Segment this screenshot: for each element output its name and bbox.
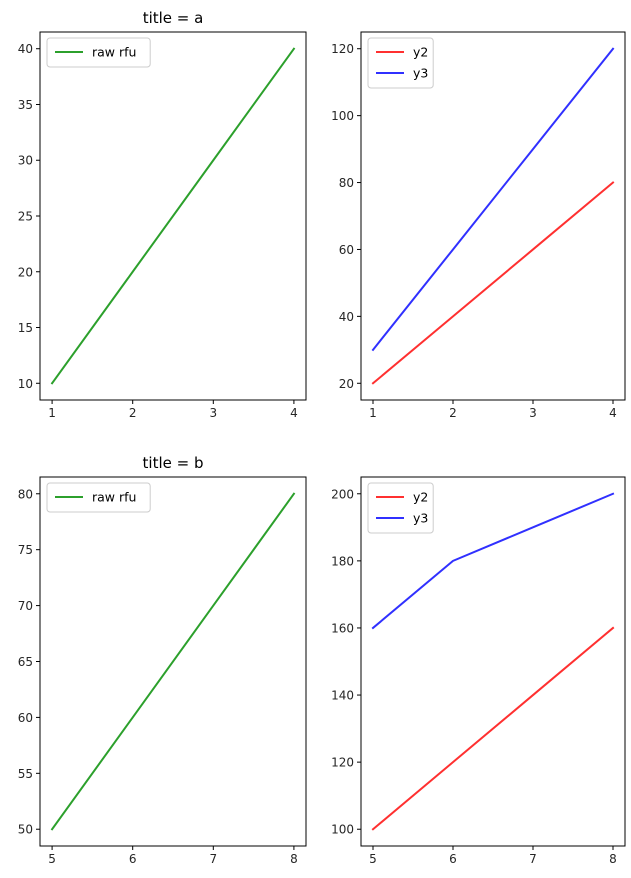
y-tick-label: 15: [18, 321, 33, 335]
y-tick-label: 55: [18, 767, 33, 781]
y-tick-label: 60: [18, 711, 33, 725]
y-tick-label: 120: [331, 756, 354, 770]
y-tick-label: 75: [18, 543, 33, 557]
legend-label: y2: [413, 490, 428, 505]
y-tick-label: 80: [18, 487, 33, 501]
x-tick-label: 7: [209, 852, 217, 866]
y-tick-label: 200: [331, 487, 354, 501]
y-tick-label: 160: [331, 621, 354, 635]
x-tick-label: 5: [48, 852, 56, 866]
x-tick-label: 5: [369, 852, 377, 866]
x-tick-label: 6: [129, 852, 137, 866]
legend-label: y3: [413, 511, 428, 526]
x-tick-label: 2: [129, 406, 137, 420]
subplot-3: 5 6 7 8 50 55 60 65 70 75 80 title = b raw rfu: [18, 454, 307, 866]
y-tick-label: 70: [18, 599, 33, 613]
legend-box: [367, 37, 434, 89]
y-tick-label: 80: [339, 176, 354, 190]
series-line-2: [371, 492, 615, 630]
series-line-1: [371, 181, 615, 385]
legend-label: y2: [413, 45, 428, 60]
legend: raw rfu: [46, 482, 151, 513]
axes-frame: [360, 476, 626, 847]
y-tick-label: 65: [18, 655, 33, 669]
y-tick-label: 40: [339, 310, 354, 324]
subplot-title: title = b: [143, 454, 204, 472]
y-tick-label: 100: [331, 109, 354, 123]
y-tick-label: 140: [331, 689, 354, 703]
plot-area: [50, 492, 296, 831]
y-tick-label: 180: [331, 554, 354, 568]
y-tick-label: 40: [18, 42, 33, 56]
plot-area: [371, 47, 615, 385]
legend-box: [46, 37, 151, 68]
series-line-1: [50, 47, 296, 385]
legend-box: [367, 482, 434, 534]
legend-label: raw rfu: [92, 490, 136, 505]
legend: raw rfu: [46, 37, 151, 68]
x-tick-label: 2: [449, 406, 457, 420]
legend-box: [46, 482, 151, 513]
x-tick-label: 3: [209, 406, 217, 420]
y-tick-label: 20: [339, 377, 354, 391]
x-tick-label: 8: [609, 852, 617, 866]
y-tick-label: 100: [331, 823, 354, 837]
plot-area: [50, 47, 296, 385]
x-tick-label: 8: [290, 852, 298, 866]
y-tick-label: 35: [18, 98, 33, 112]
x-tick-label: 1: [48, 406, 56, 420]
y-tick-label: 20: [18, 265, 33, 279]
x-tick-label: 1: [369, 406, 377, 420]
y-tick-label: 120: [331, 42, 354, 56]
series-line-1: [371, 626, 615, 831]
x-tick-label: 6: [449, 852, 457, 866]
y-tick-label: 10: [18, 377, 33, 391]
x-tick-label: 4: [290, 406, 298, 420]
subplot-title: title = a: [143, 9, 204, 27]
x-tick-label: 3: [529, 406, 537, 420]
y-tick-label: 30: [18, 154, 33, 168]
series-line-1: [50, 492, 296, 831]
x-tick-label: 7: [529, 852, 537, 866]
subplot-1: 1 2 3 4 10 15 20 25 30 35 40 title = a raw rfu: [18, 9, 307, 420]
legend-label: y3: [413, 66, 428, 81]
plot-area: [371, 492, 615, 831]
legend-label: raw rfu: [92, 45, 136, 60]
axes-frame: [360, 31, 626, 401]
x-tick-label: 4: [609, 406, 617, 420]
y-tick-label: 50: [18, 823, 33, 837]
y-tick-label: 25: [18, 210, 33, 224]
y-tick-label: 60: [339, 243, 354, 257]
series-line-2: [371, 47, 615, 352]
